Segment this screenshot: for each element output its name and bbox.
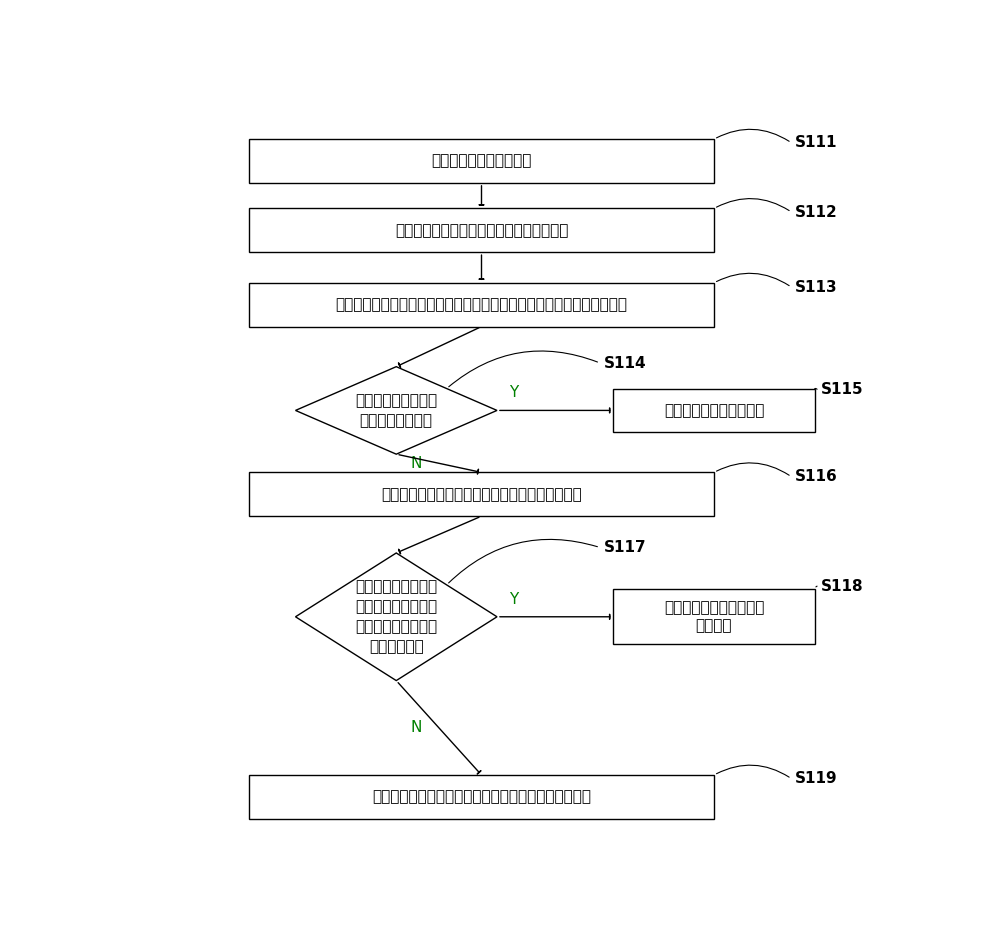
Text: N: N [410,456,422,471]
Bar [249,775,714,819]
Text: S114: S114 [604,355,647,370]
Bar [613,589,815,644]
Text: S119: S119 [795,771,838,786]
Text: 加速度计获取加速度矢量: 加速度计获取加速度矢量 [431,153,532,169]
Text: S111: S111 [795,135,838,151]
Text: N: N [410,721,422,735]
Text: 根据所述加速度矢量推导出横偏角和纵偏角: 根据所述加速度矢量推导出横偏角和纵偏角 [395,223,568,238]
Text: 在预设时间内加速度计继续获取附加的加速度矢量: 在预设时间内加速度计继续获取附加的加速度矢量 [381,487,582,502]
Text: S116: S116 [795,470,838,484]
Bar [613,388,815,432]
Text: S115: S115 [821,382,864,397]
Text: S117: S117 [604,540,647,555]
Text: 根据推导出横偏角、纵偏角和所述加速度计外壳的质量密度推导风力强度: 根据推导出横偏角、纵偏角和所述加速度计外壳的质量密度推导风力强度 [336,297,628,313]
Text: 所述加速度计重新获取加
速度矢量: 所述加速度计重新获取加 速度矢量 [664,600,764,634]
Bar [249,208,714,252]
Text: S112: S112 [795,205,838,220]
Text: 调整设备方向到预设方向: 调整设备方向到预设方向 [664,402,764,418]
Bar [249,473,714,516]
Text: Y: Y [509,385,519,401]
Polygon shape [296,553,497,681]
Polygon shape [296,366,497,455]
Text: 根据推导出的横偏角和纵偏角的正负和比值推导出风向: 根据推导出的横偏角和纵偏角的正负和比值推导出风向 [372,790,591,804]
Text: 判断在预设时间内加
速度计获取的附加的
加速度矢量是否超出
预设波动范围: 判断在预设时间内加 速度计获取的附加的 加速度矢量是否超出 预设波动范围 [355,580,437,654]
Text: S113: S113 [795,279,838,295]
Bar [249,283,714,327]
Text: Y: Y [509,592,519,607]
Text: 判断推导出的风力强
度是否超过预设值: 判断推导出的风力强 度是否超过预设值 [355,393,437,428]
Bar [249,139,714,183]
Text: S118: S118 [821,579,864,594]
